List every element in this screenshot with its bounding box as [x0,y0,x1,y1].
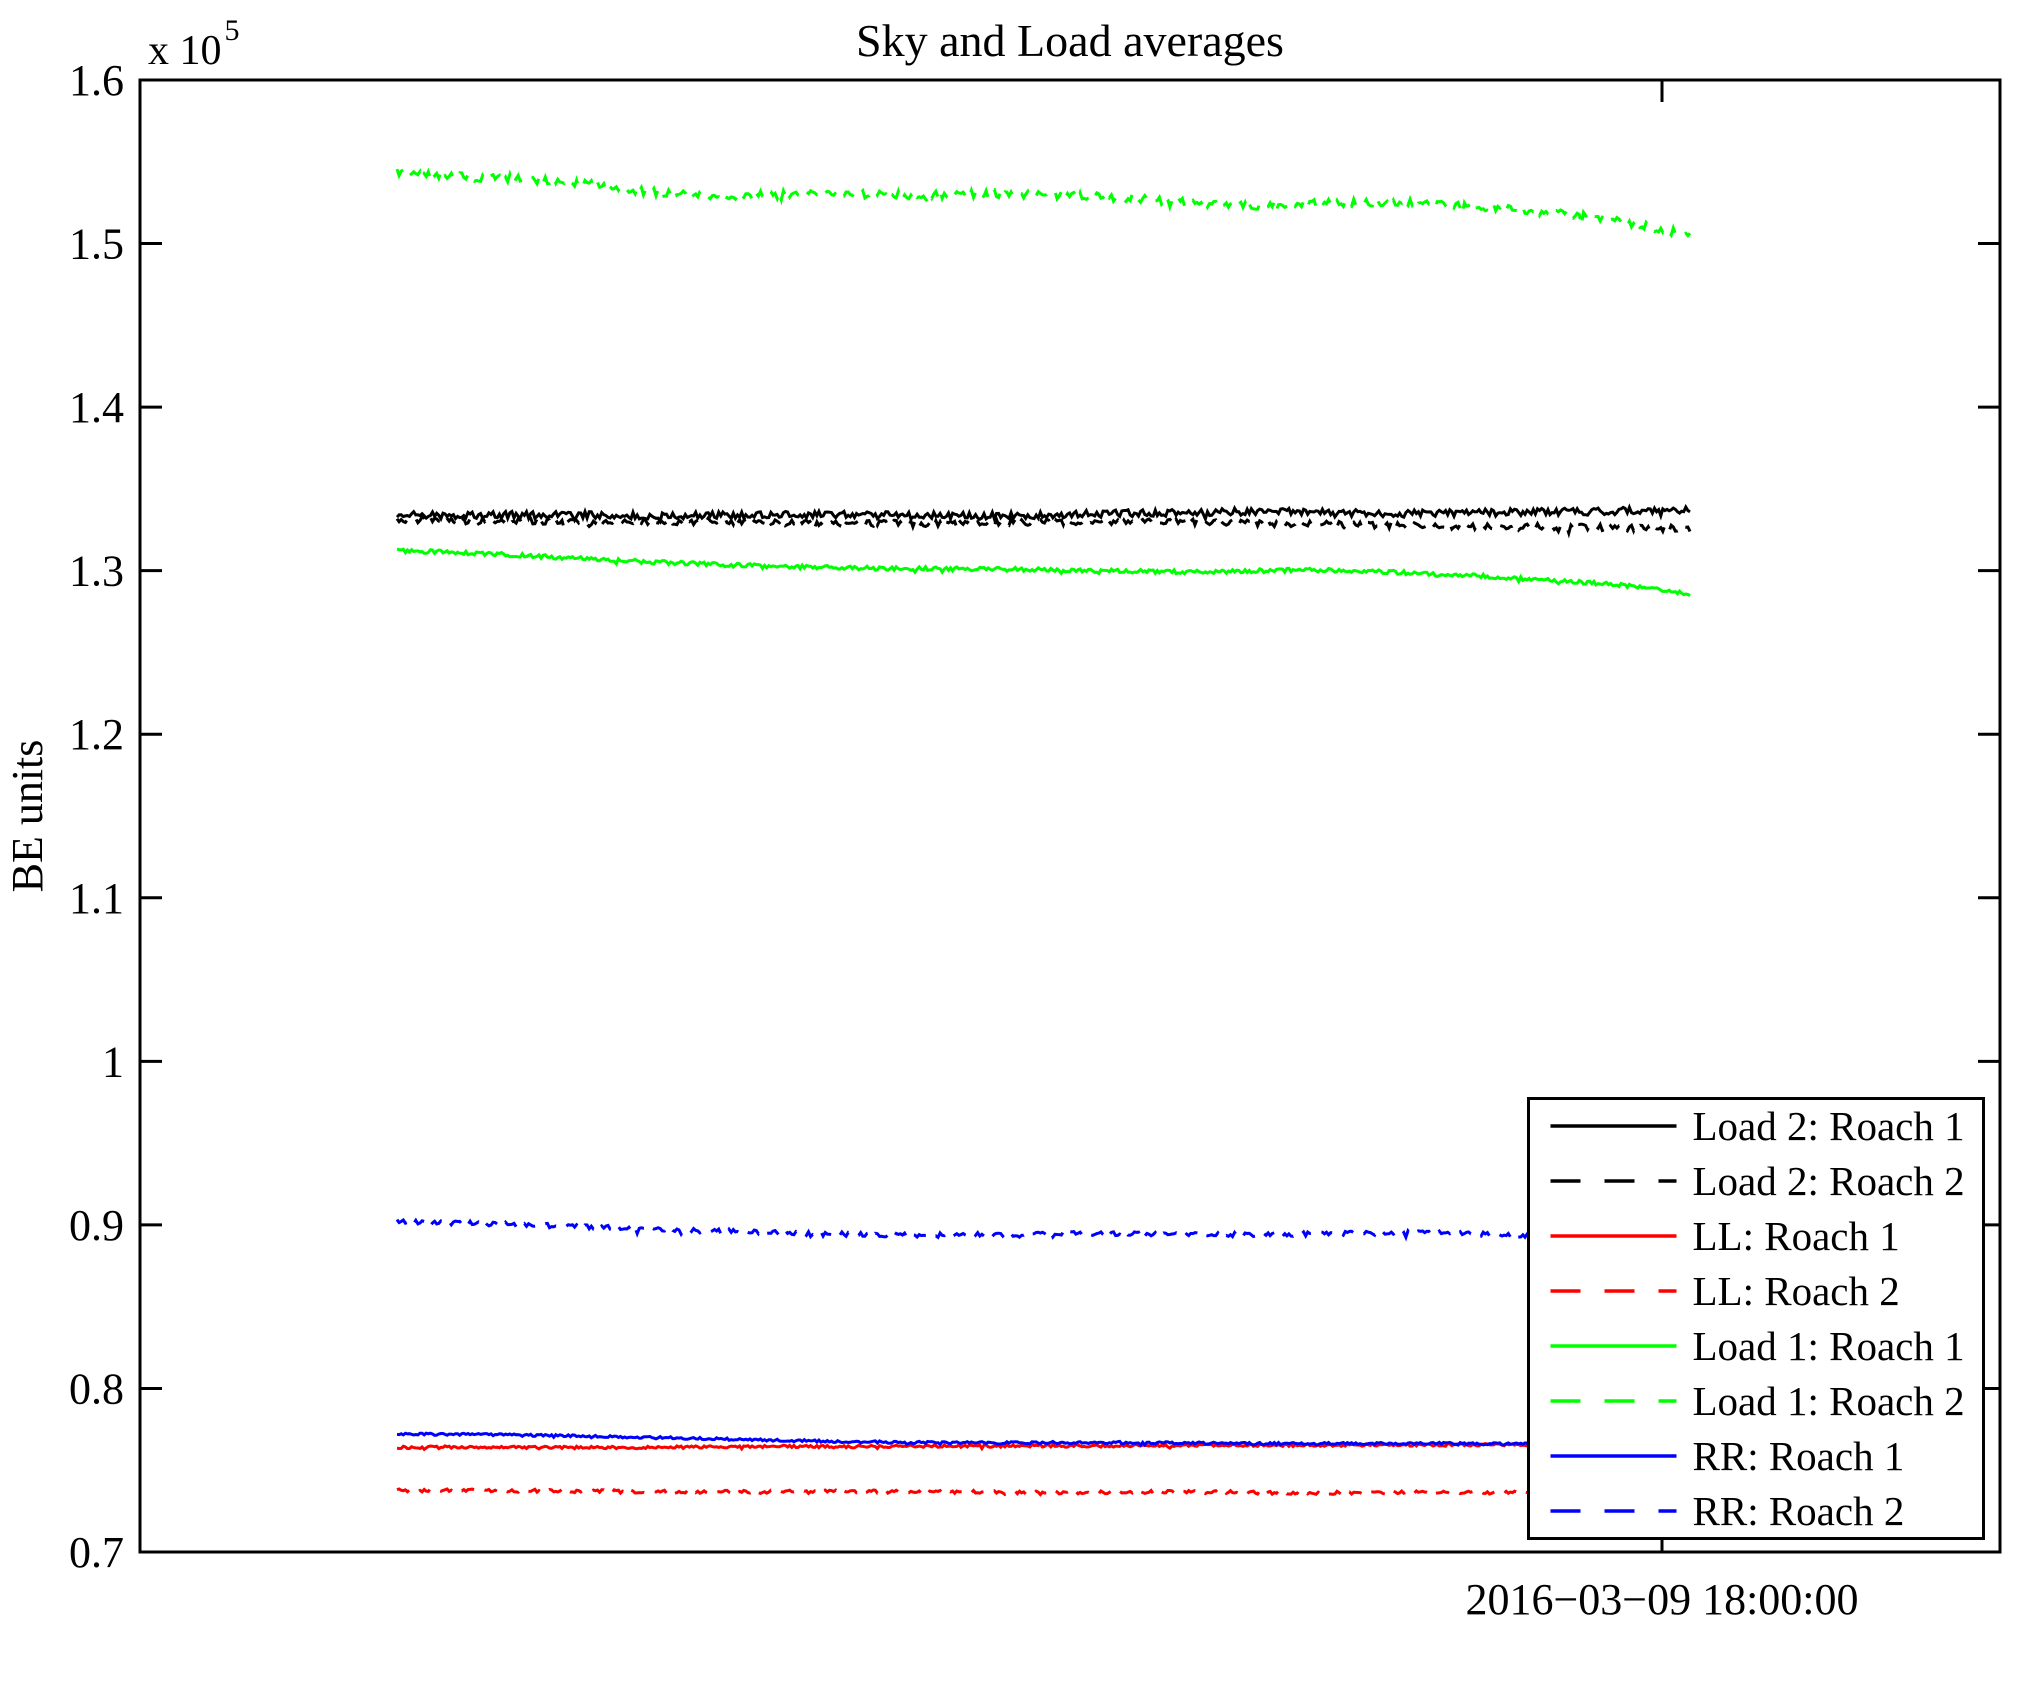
legend-entry-label: Load 2: Roach 1 [1693,1103,1965,1149]
y-axis-scale-label: x 10 5 [148,14,240,74]
legend-entry-label: RR: Roach 1 [1693,1433,1905,1479]
y-scale-base: x 10 [148,28,222,74]
series-line-load-1-roach-2 [395,167,1692,239]
legend-entry-label: RR: Roach 2 [1693,1488,1905,1534]
legend-entry-label: Load 2: Roach 2 [1693,1158,1965,1204]
x-tick-label: 2016−03−09 18:00:00 [1465,1575,1858,1624]
y-tick-label: 1.6 [69,56,124,105]
legend-entry-label: Load 1: Roach 2 [1693,1378,1965,1424]
y-tick-label: 1.2 [69,710,124,759]
y-tick-label: 0.7 [69,1528,124,1577]
legend-box [1527,1097,1985,1540]
legend-entry-label: Load 1: Roach 1 [1693,1323,1965,1369]
series-line-load-2-roach-2 [395,514,1692,539]
legend-entry-label: LL: Roach 2 [1693,1268,1900,1314]
series-layer [395,167,1692,1498]
chart-title: Sky and Load averages [856,15,1284,66]
legend: Load 2: Roach 1 Load 2: Roach 2 LL: Roach … [1527,1097,1985,1540]
y-tick-label: 0.8 [69,1364,124,1413]
legend-entry-label: LL: Roach 1 [1693,1213,1900,1259]
y-tick-label: 0.9 [69,1201,124,1250]
series-line-load-2-roach-1 [395,503,1691,525]
y-tick-label: 1.5 [69,220,124,269]
y-tick-label: 1 [102,1037,124,1086]
y-tick-label: 1.4 [69,383,124,432]
y-tick-label: 1.3 [69,547,124,596]
y-axis-label: BE units [3,740,52,893]
series-line-rr-roach-1 [396,1431,1691,1450]
series-line-rr-roach-2 [395,1217,1691,1247]
axes-box [138,78,2002,1554]
y-tick-label: 1.1 [69,874,124,923]
series-line-load-1-roach-1 [396,547,1691,597]
y-scale-exponent: 5 [225,14,240,47]
axes-layer: 1.6 1.5 1.4 1.3 1.2 1.1 1 0.9 0.8 0.7 [69,56,2002,1577]
series-line-ll-roach-2 [396,1487,1691,1498]
